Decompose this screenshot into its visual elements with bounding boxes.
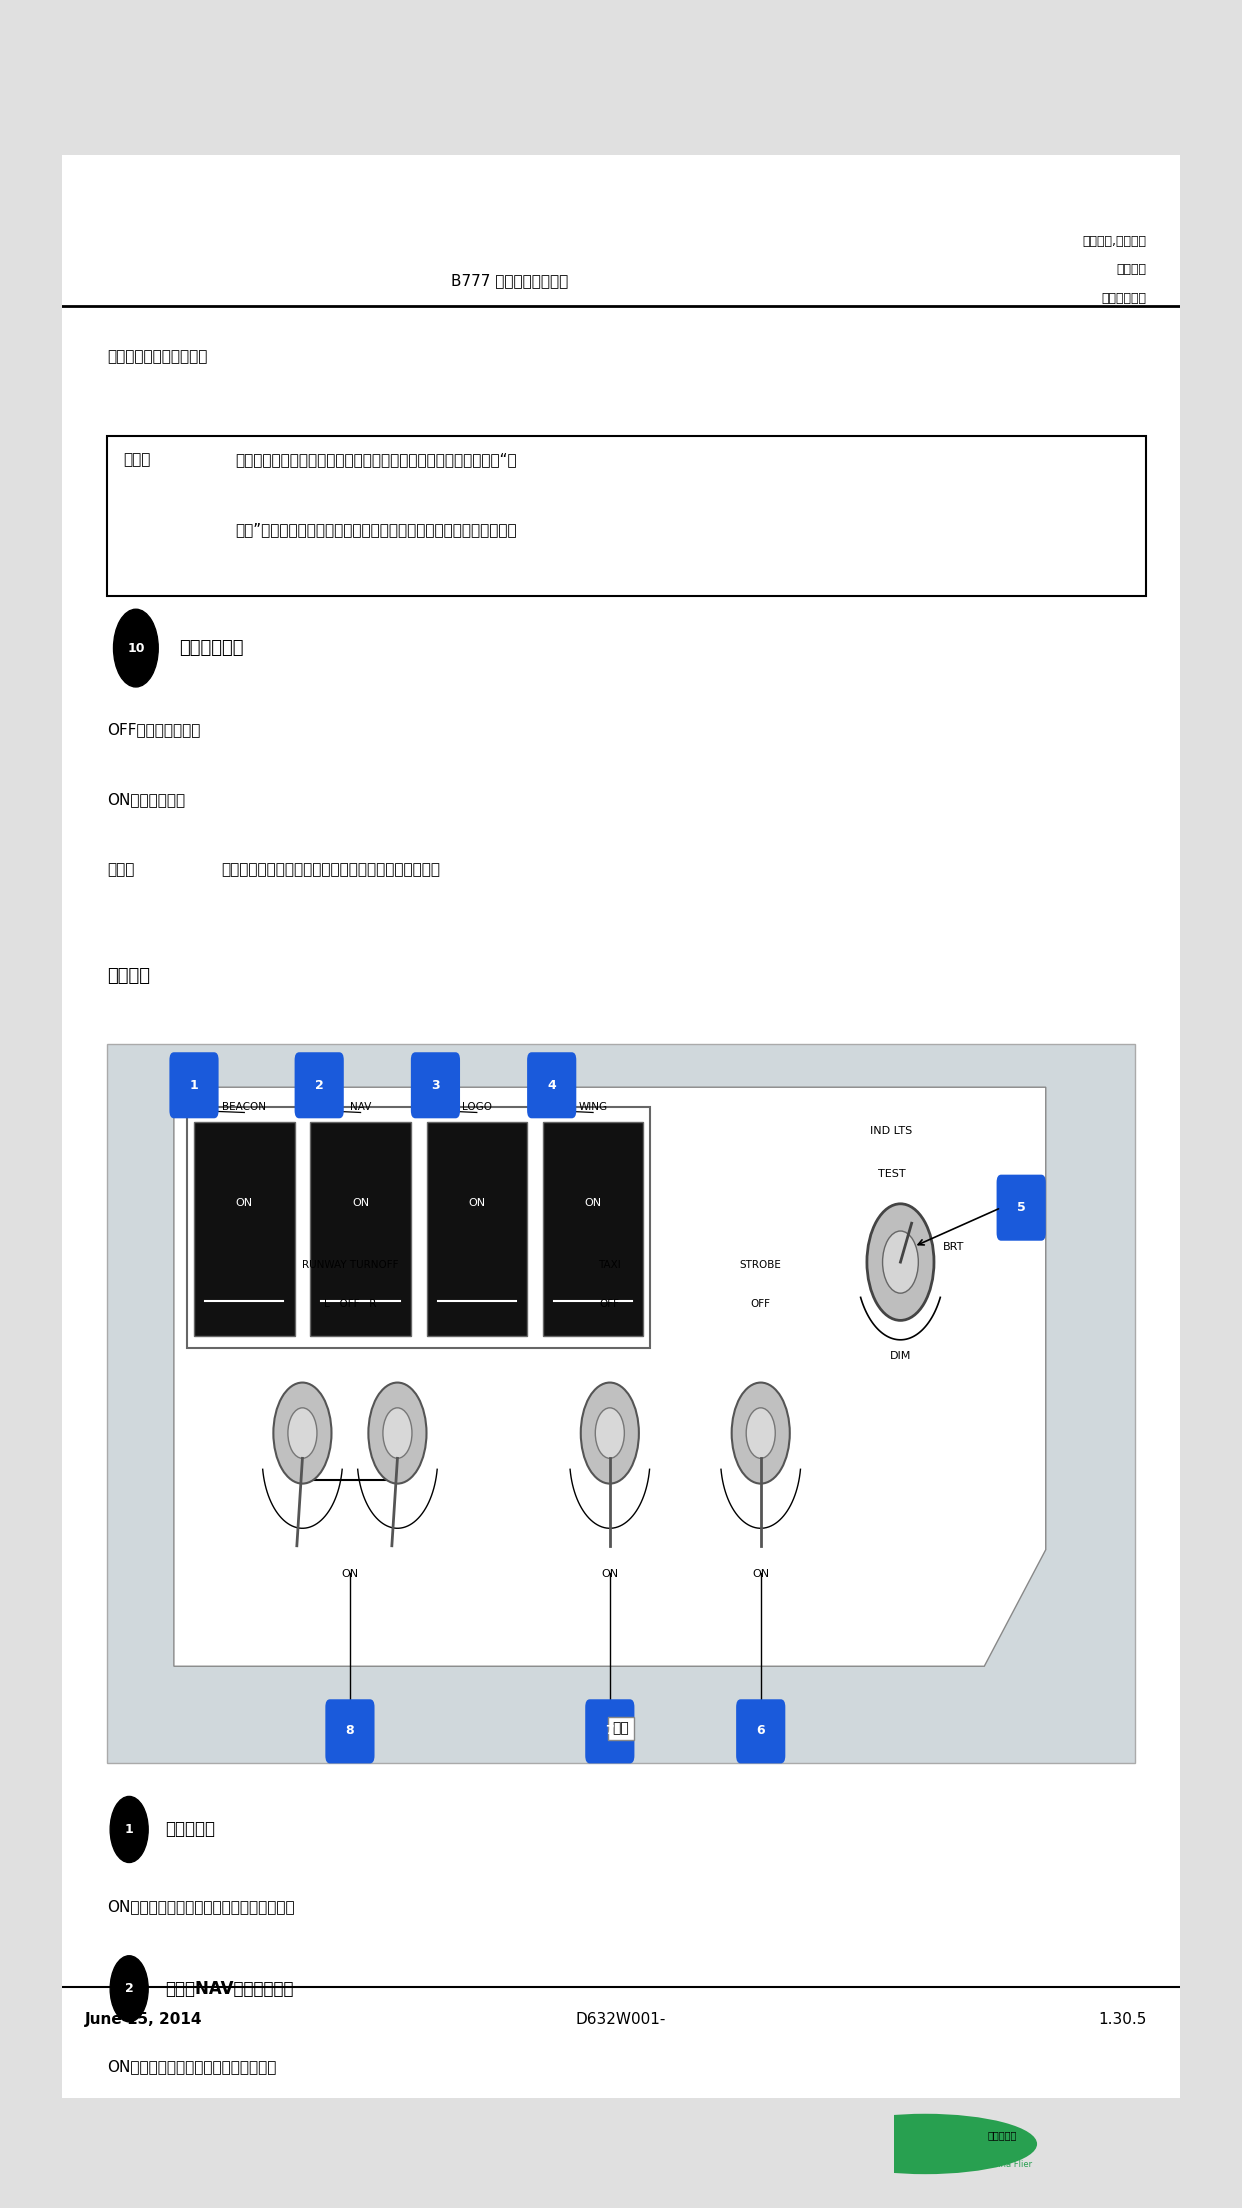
Text: B777 飞行机组操作手册: B777 飞行机组操作手册	[451, 274, 568, 289]
Text: China Flier: China Flier	[987, 2159, 1032, 2170]
Text: 10: 10	[127, 643, 144, 654]
Polygon shape	[174, 1086, 1046, 1667]
Circle shape	[867, 1203, 934, 1320]
Text: 导航（NAV）位置灯电门: 导航（NAV）位置灯电门	[165, 1981, 293, 1998]
Circle shape	[581, 1382, 638, 1484]
FancyBboxPatch shape	[310, 1122, 411, 1336]
Text: 着陆灯光电门: 着陆灯光电门	[180, 638, 243, 658]
Text: BEACON: BEACON	[222, 1102, 266, 1113]
Text: 飞行者联盟: 飞行者联盟	[987, 2131, 1017, 2140]
Text: ON: ON	[342, 1570, 359, 1579]
Text: OFF－着陆灯不亮。: OFF－着陆灯不亮。	[107, 722, 200, 737]
Text: DIM: DIM	[889, 1351, 912, 1362]
Text: TEST: TEST	[878, 1168, 905, 1179]
FancyBboxPatch shape	[294, 1053, 344, 1117]
Text: RUNWAY TURNOFF: RUNWAY TURNOFF	[302, 1261, 399, 1270]
Text: 5: 5	[1017, 1201, 1026, 1214]
FancyBboxPatch shape	[107, 437, 1146, 596]
Text: 当主显示亮度开启时，如果显示亮度不能按照需求设置，按压关掹“主: 当主显示亮度开启时，如果显示亮度不能按照需求设置，按压关掹“主	[236, 453, 517, 466]
Text: ON－着陆灯亮。: ON－着陆灯亮。	[107, 793, 185, 806]
Circle shape	[595, 1409, 625, 1457]
Text: LOGO: LOGO	[462, 1102, 492, 1113]
FancyBboxPatch shape	[62, 155, 1180, 2098]
Text: 3: 3	[431, 1080, 440, 1091]
Text: 6: 6	[756, 1724, 765, 1738]
Circle shape	[883, 1232, 918, 1294]
Text: STROBE: STROBE	[740, 1261, 781, 1270]
FancyBboxPatch shape	[996, 1175, 1046, 1241]
Text: 舱门，窗: 舱门，窗	[1117, 263, 1146, 276]
Text: NAV: NAV	[350, 1102, 371, 1113]
Text: 亮度”开关以允许特殊的亮度调节方式使显示器亮度到一个适合的值。: 亮度”开关以允许特殊的亮度调节方式使显示器亮度到一个适合的值。	[236, 521, 517, 537]
Text: ON: ON	[585, 1199, 601, 1208]
Text: 2: 2	[124, 1983, 134, 1996]
Text: TAXI: TAXI	[599, 1261, 621, 1270]
Text: ON: ON	[601, 1570, 619, 1579]
Circle shape	[814, 2113, 1037, 2175]
Text: 1.30.5: 1.30.5	[1098, 2011, 1146, 2027]
Text: 1: 1	[190, 1080, 199, 1091]
Circle shape	[273, 1382, 332, 1484]
Text: OFF: OFF	[750, 1298, 771, 1309]
Circle shape	[288, 1409, 317, 1457]
Text: 提示：: 提示：	[107, 861, 134, 877]
FancyBboxPatch shape	[107, 1044, 1135, 1764]
Text: L   OFF   R: L OFF R	[324, 1298, 376, 1309]
Text: 提示：: 提示：	[124, 453, 152, 466]
Circle shape	[111, 1956, 148, 2023]
FancyBboxPatch shape	[194, 1122, 294, 1336]
FancyBboxPatch shape	[169, 1053, 219, 1117]
Text: ON: ON	[753, 1570, 769, 1579]
Text: ON: ON	[468, 1199, 486, 1208]
Text: ON: ON	[351, 1199, 369, 1208]
Text: 2: 2	[314, 1080, 324, 1091]
Text: June 15, 2014: June 15, 2014	[84, 2011, 202, 2027]
Text: BRT: BRT	[943, 1241, 964, 1252]
Text: ON－红色，绿色和白色导航位置灯亮。: ON－红色，绿色和白色导航位置灯亮。	[107, 2058, 276, 2073]
Text: WING: WING	[579, 1102, 607, 1113]
FancyBboxPatch shape	[325, 1700, 375, 1764]
FancyBboxPatch shape	[737, 1700, 785, 1764]
Circle shape	[113, 609, 158, 687]
Circle shape	[746, 1409, 775, 1457]
Bar	[188, 1106, 650, 1347]
Text: 飞机概况,紧急设备: 飞机概况,紧急设备	[1082, 236, 1146, 250]
Text: OFF: OFF	[600, 1298, 620, 1309]
Text: 当前起落架未被放下并锁定时，前起落架着陆灯不亮。: 当前起落架未被放下并锁定时，前起落架着陆灯不亮。	[221, 861, 440, 877]
FancyBboxPatch shape	[585, 1700, 635, 1764]
Text: 控制和指示器: 控制和指示器	[1102, 291, 1146, 305]
Text: 7: 7	[605, 1724, 615, 1738]
Text: IND LTS: IND LTS	[871, 1126, 913, 1137]
Text: 8: 8	[345, 1724, 354, 1738]
Circle shape	[383, 1409, 412, 1457]
Text: 1: 1	[124, 1824, 134, 1837]
FancyBboxPatch shape	[411, 1053, 460, 1117]
Text: 4: 4	[548, 1080, 556, 1091]
Text: D632W001-: D632W001-	[576, 2011, 666, 2027]
Text: 灯光面板: 灯光面板	[107, 967, 150, 985]
Circle shape	[111, 1797, 148, 1864]
Text: ON－机身顶部和底部的红色防撞信标灯亮。: ON－机身顶部和底部的红色防撞信标灯亮。	[107, 1899, 294, 1914]
FancyBboxPatch shape	[543, 1122, 643, 1336]
Text: 弹出－主亮度控制关断。: 弹出－主亮度控制关断。	[107, 349, 207, 364]
Circle shape	[732, 1382, 790, 1484]
Circle shape	[369, 1382, 426, 1484]
Text: 顶板: 顶板	[612, 1722, 630, 1735]
Text: 信标灯电门: 信标灯电门	[165, 1819, 215, 1839]
FancyBboxPatch shape	[426, 1122, 527, 1336]
Text: ON: ON	[236, 1199, 253, 1208]
FancyBboxPatch shape	[527, 1053, 576, 1117]
